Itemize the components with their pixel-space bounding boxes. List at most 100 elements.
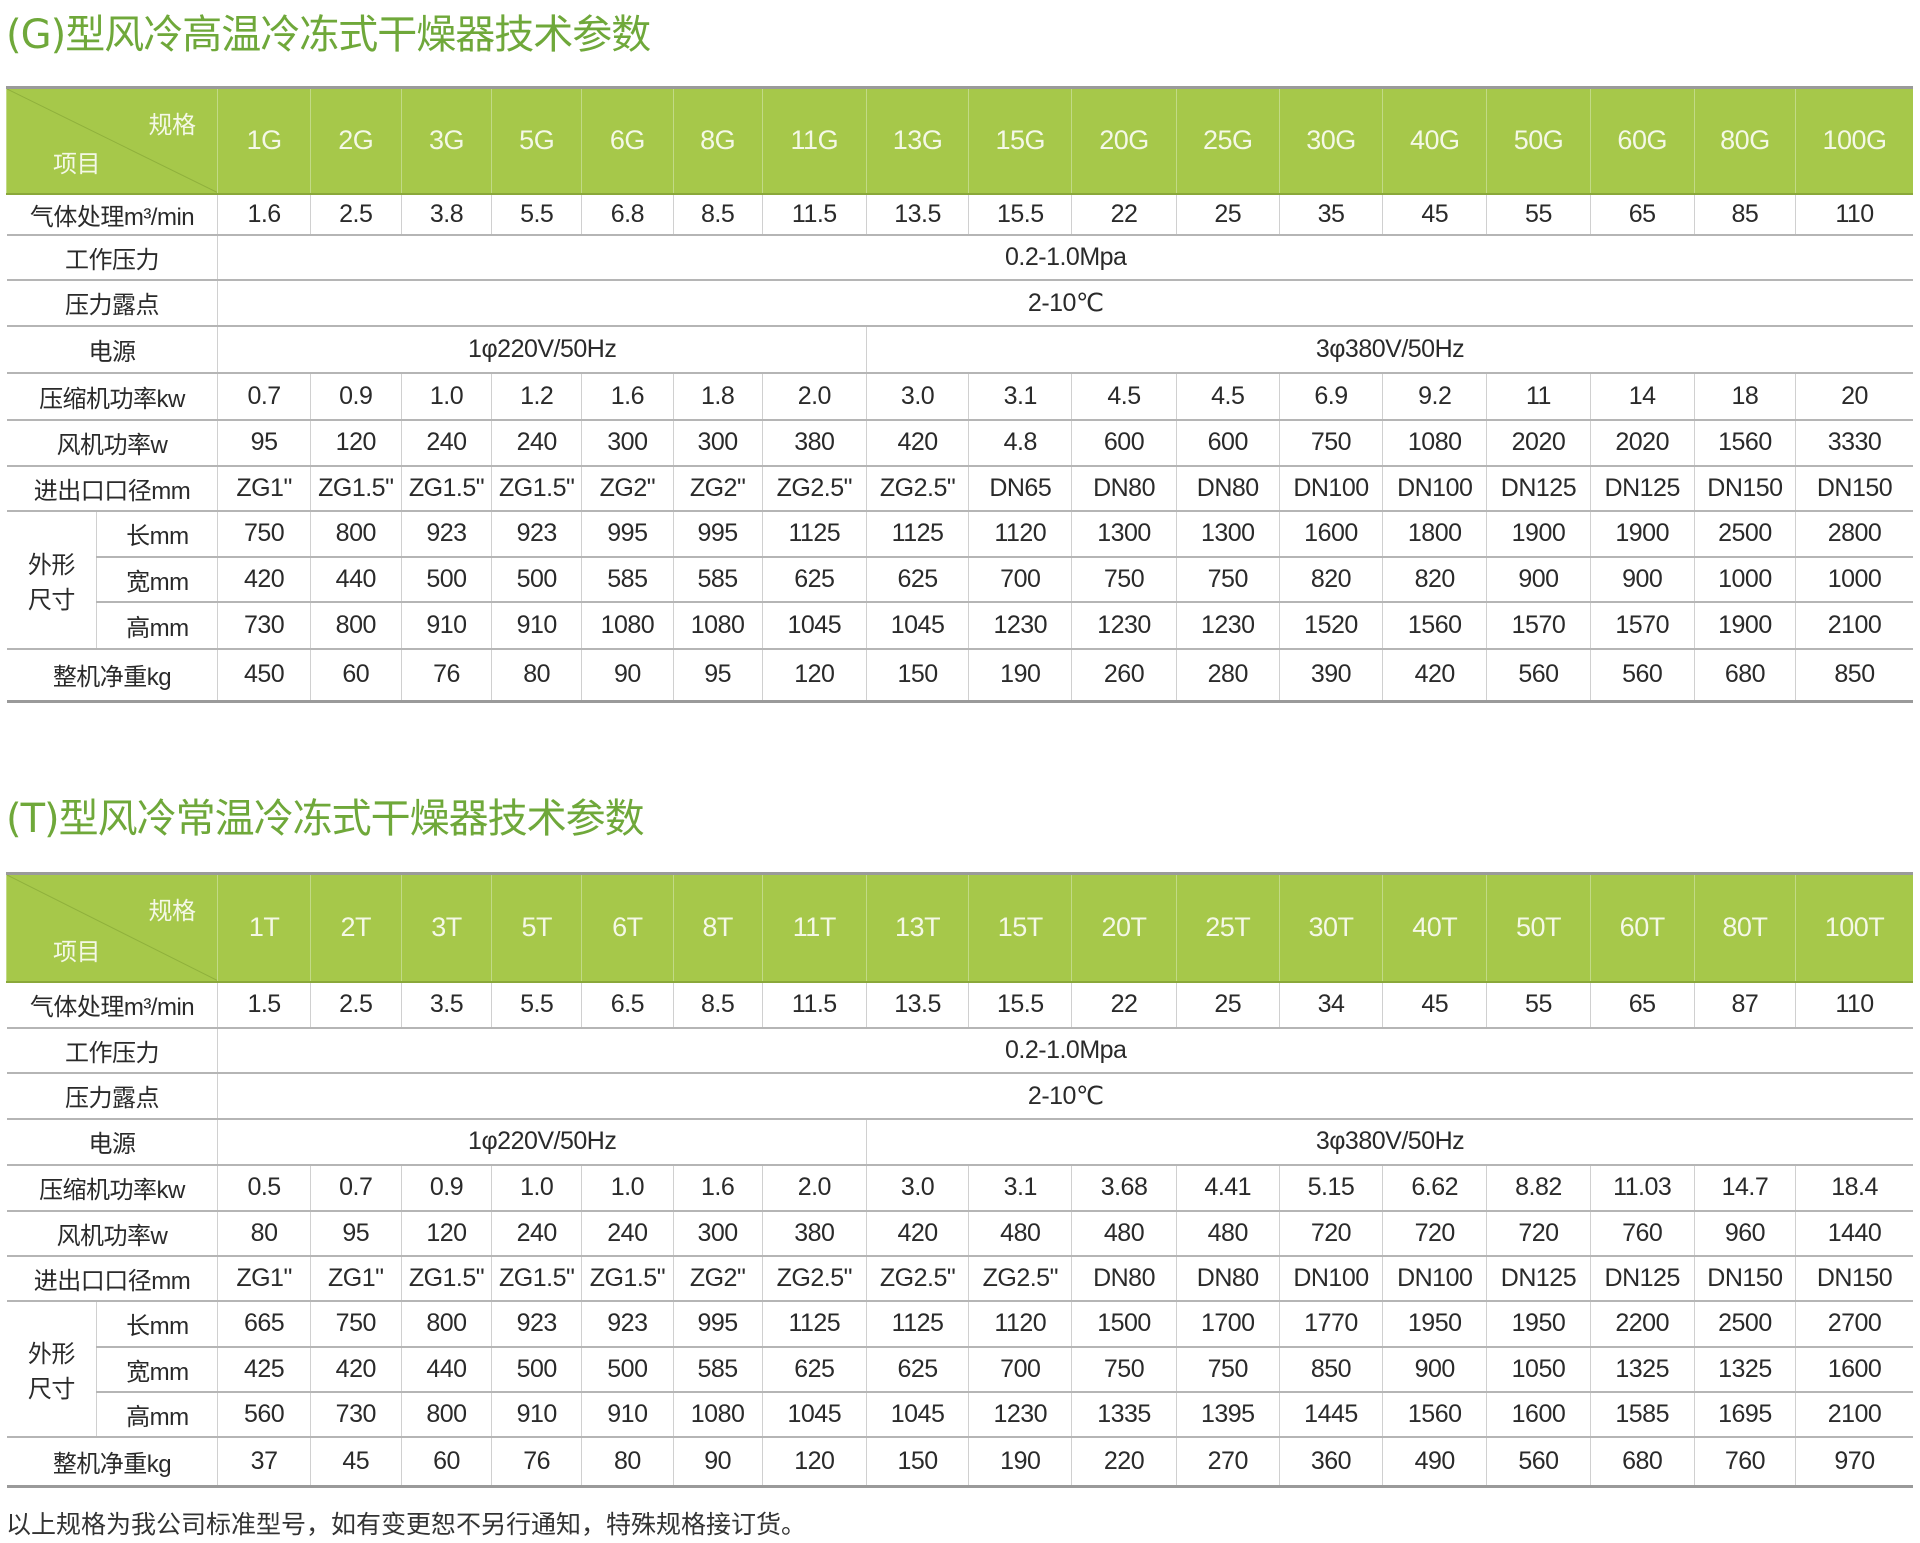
compressor-power-value: 3.0 [865,1164,969,1212]
fan-power-value: 600 [1175,419,1280,467]
flow-value: 1.5 [217,981,311,1029]
flow-value: 5.5 [491,981,582,1029]
compressor-power-value: 9.2 [1382,372,1487,421]
fan-power-value: 720 [1486,1210,1591,1257]
fan-power-value: 480 [1175,1210,1280,1257]
dim-height-value: 1335 [1071,1391,1177,1438]
model-header: 50G [1486,87,1591,195]
table-row: 外形 尺寸 长mm 665 750 800 923 923 995 1125 1125 1120 150… [6,1300,1913,1438]
fan-power-value: 960 [1693,1210,1796,1257]
dim-length-value: 1700 [1175,1300,1280,1348]
footnote: 以上规格为我公司标准型号，如有变更恕不另行通知，特殊规格接订货。 [6,1510,807,1539]
dim-height-value: 1045 [761,1391,867,1438]
dim-length-value: 1125 [865,1300,969,1348]
model-header: 100G [1795,87,1913,195]
table-row: 宽mm 425 420 440 500 500 585 625 625 700 750 750 850 9… [7,1346,1913,1393]
corner-header: 规格 项目 [5,87,218,195]
table-row: 规格 项目 1G 2G 3G 5G 6G 8G 11G 13G 15G 20G 25G 30G 40G 50G… [5,87,1913,195]
dim-height-value: 1560 [1382,1391,1487,1438]
dim-height-value: 2100 [1795,601,1913,650]
power-three-phase: 3φ380V/50Hz [865,1118,1913,1166]
port-size-value: DN150 [1795,1255,1913,1302]
fan-power-value: 380 [761,1210,867,1257]
weight-value: 95 [672,648,763,703]
weight-label: 整机净重kg [6,648,218,703]
fan-power-value: 95 [309,1210,402,1257]
model-header: 40T [1382,873,1487,983]
dim-height-value: 1395 [1175,1391,1280,1438]
port-size-value: DN80 [1175,465,1280,512]
port-size-value: ZG2.5" [761,465,867,512]
power-three-phase: 3φ380V/50Hz [865,325,1913,374]
power-label: 电源 [6,1118,218,1166]
compressor-power-value: 18.4 [1795,1164,1913,1212]
port-size-value: DN65 [968,465,1072,512]
dim-width-value: 1325 [1693,1346,1796,1393]
dim-height-value: 910 [491,601,582,650]
port-size-value: DN80 [1175,1255,1280,1302]
table-row: 外形 尺寸 长mm 750 800 923 923 995 995 1125 1125 1120 130… [6,510,1913,650]
table-row: 电源 1φ220V/50Hz 3φ380V/50Hz [6,325,1913,374]
weight-value: 360 [1278,1436,1383,1488]
pressure-value: 0.2-1.0Mpa [217,234,1913,281]
fan-power-value: 300 [581,419,673,467]
compressor-power-value: 2.0 [761,372,867,421]
port-size-value: DN80 [1071,465,1177,512]
flow-value: 8.5 [672,981,763,1029]
port-size-value: DN80 [1071,1255,1177,1302]
dim-height-value: 910 [581,1391,673,1438]
dim-length-value: 1600 [1278,510,1383,558]
dim-height-value: 1570 [1486,601,1591,650]
dim-width-label: 宽mm [96,1346,218,1393]
model-header: 6T [581,873,673,983]
dim-width-value: 500 [491,556,582,603]
model-header: 3T [400,873,492,983]
dimensions-label-line2: 尺寸 [27,1375,75,1403]
power-single-phase: 1φ220V/50Hz [217,1118,867,1166]
dim-length-value: 1950 [1486,1300,1591,1348]
model-header: 25G [1175,87,1280,195]
weight-value: 420 [1382,648,1487,703]
dim-width-value: 1325 [1589,1346,1695,1393]
table-row: 工作压力 0.2-1.0Mpa [6,234,1913,281]
weight-value: 390 [1278,648,1383,703]
fan-power-value: 720 [1278,1210,1383,1257]
compressor-power-value: 1.2 [491,372,582,421]
fan-power-label: 风机功率w [6,419,218,467]
compressor-power-value: 6.62 [1382,1164,1487,1212]
compressor-power-value: 5.15 [1278,1164,1383,1212]
dim-length-value: 750 [217,510,311,558]
dim-height-value: 1080 [672,1391,763,1438]
flow-value: 11.5 [761,193,867,236]
compressor-power-value: 20 [1795,372,1913,421]
fan-power-value: 2020 [1486,419,1591,467]
flow-value: 45 [1382,193,1487,236]
dim-height-value: 1045 [865,1391,969,1438]
dim-height-value: 910 [491,1391,582,1438]
table-row: 电源 1φ220V/50Hz 3φ380V/50Hz [6,1118,1913,1166]
compressor-power-label: 压缩机功率kw [6,1164,218,1212]
dim-length-value: 1500 [1071,1300,1177,1348]
compressor-power-value: 18 [1693,372,1796,421]
corner-header: 规格 项目 [5,873,218,983]
port-size-value: DN100 [1278,1255,1383,1302]
dim-width-value: 625 [865,556,969,603]
model-header: 2G [309,87,402,195]
flow-value: 25 [1175,981,1280,1029]
flow-value: 34 [1278,981,1383,1029]
fan-power-value: 380 [761,419,867,467]
compressor-power-value: 1.0 [400,372,492,421]
dim-width-value: 850 [1278,1346,1383,1393]
dim-height-value: 800 [309,601,402,650]
weight-value: 760 [1693,1436,1796,1488]
compressor-power-value: 0.9 [309,372,402,421]
model-header: 11G [761,87,867,195]
weight-value: 90 [581,648,673,703]
dim-width-value: 1000 [1693,556,1796,603]
dim-length-value: 995 [672,1300,763,1348]
pressure-label: 工作压力 [6,234,218,281]
model-header: 60T [1589,873,1695,983]
dewpoint-value: 2-10℃ [217,1072,1913,1120]
fan-power-label: 风机功率w [6,1210,218,1257]
dimensions-label-line1: 外形 [27,551,75,579]
